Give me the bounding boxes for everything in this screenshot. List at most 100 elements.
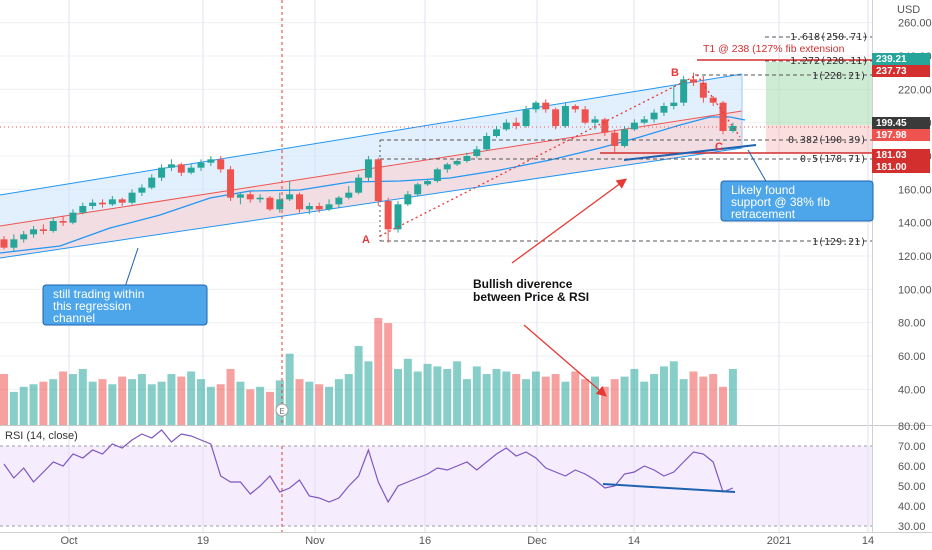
candles [0, 72, 737, 251]
candle-body [69, 212, 77, 223]
rsi-tick-label: 70.00 [898, 441, 926, 453]
volume-bar [492, 368, 501, 425]
candle-body [404, 194, 412, 205]
volume-bar [68, 374, 77, 425]
candle-body [611, 132, 619, 146]
volume-bar [620, 376, 629, 425]
candle-body [325, 204, 333, 210]
event-marker-icon[interactable] [275, 403, 289, 417]
volume-bar [394, 368, 402, 425]
candle-body [187, 167, 195, 173]
channel-callout[interactable] [42, 284, 208, 326]
candle-body [581, 109, 589, 123]
price-tick-label: 40.00 [898, 384, 926, 396]
candle-body [286, 194, 294, 200]
candle-body [552, 109, 560, 126]
volume-bar [19, 386, 28, 425]
volume-bar [305, 381, 314, 425]
candle-body [680, 79, 688, 103]
volume-bar [59, 371, 68, 425]
candle-body [79, 206, 87, 213]
candle-body [296, 194, 303, 210]
point-a-label: A [362, 234, 370, 246]
volume-bar [659, 366, 668, 425]
rsi-divergence-line [602, 483, 736, 493]
candle-body [315, 206, 323, 210]
candle-body [561, 106, 569, 126]
candle-body [433, 169, 441, 181]
volume-bar [512, 374, 521, 425]
candle-body [630, 122, 638, 130]
time-axis[interactable]: Oct 19 Nov 16 Dec 14 2021 14 [60, 535, 874, 547]
candle-body [621, 129, 629, 146]
support-callout-line3: retracement [731, 207, 796, 221]
volume-bar [689, 371, 698, 425]
volume-bar [256, 386, 265, 425]
tag-181b [872, 161, 930, 173]
time-tick-label: Dec [527, 535, 547, 547]
tag-237 [872, 65, 930, 77]
volume-bar [206, 386, 215, 425]
volume-bar [650, 374, 659, 425]
tag-237-text: 237.73 [876, 66, 907, 77]
volume-bar [226, 368, 235, 425]
price-tick-label: 140.00 [898, 218, 932, 230]
price-divergence-line [623, 144, 757, 161]
target-zone [766, 62, 872, 125]
volume-bar [39, 381, 48, 425]
time-tick-label: 19 [197, 535, 209, 547]
rsi-tick-label: 60.00 [898, 461, 926, 473]
volume-bar [88, 381, 97, 425]
candle-body [374, 159, 382, 201]
time-tick-label: 14 [862, 535, 874, 547]
volume-bar [216, 384, 225, 425]
volume-bar [541, 376, 550, 425]
candle-body [443, 164, 451, 170]
volume-bar [423, 363, 432, 425]
volume-bar [453, 361, 462, 425]
candle-body [384, 201, 392, 230]
volume-bar [669, 361, 678, 425]
volume-bar [285, 353, 294, 425]
volume-bar [157, 381, 166, 425]
candle-body [502, 122, 510, 130]
rsi-axis[interactable]: 80.00 70.00 60.00 50.00 40.00 30.00 [898, 421, 926, 533]
support-callout[interactable] [720, 180, 874, 222]
volume-bar [561, 381, 570, 425]
volume-bar [9, 391, 18, 425]
volume-bar [167, 374, 176, 425]
volume-bar [325, 386, 334, 425]
candle-body [394, 204, 402, 230]
candle-body [20, 234, 28, 240]
fib-1618-label: 1.618(250.71) [790, 32, 868, 43]
event-marker-label: E [279, 407, 284, 416]
candle-body [138, 187, 146, 193]
candle-body [305, 206, 313, 210]
volume-bar [334, 379, 343, 425]
candle-body [650, 112, 658, 120]
volume-bar [462, 379, 471, 425]
rsi-line [3, 429, 734, 504]
candle-body [167, 164, 175, 168]
channel-callout-line3: channel [53, 311, 95, 325]
candle-body [493, 129, 500, 136]
candle-body [709, 97, 717, 103]
volume-bar [98, 379, 107, 425]
divergence-note-line1: Bullish diverence [473, 277, 573, 291]
volume-bar [236, 381, 245, 425]
volume-bar [108, 384, 117, 425]
support-callout-pointer [747, 149, 768, 184]
candle-body [670, 102, 678, 106]
target-label: T1 @ 238 (127% fib extension [703, 43, 845, 55]
volume-bar [137, 374, 146, 425]
candle-body [640, 119, 648, 123]
volume-bar [49, 379, 58, 425]
time-tick-label: Oct [60, 535, 77, 547]
candle-body [414, 184, 422, 195]
fib-0382-label: 0.382(190.39) [788, 135, 866, 146]
volume-bar [364, 361, 373, 425]
price-tick-label: 260.00 [898, 18, 932, 30]
volume-bar [581, 379, 590, 425]
channel-callout-line1: still trading within [53, 287, 144, 301]
